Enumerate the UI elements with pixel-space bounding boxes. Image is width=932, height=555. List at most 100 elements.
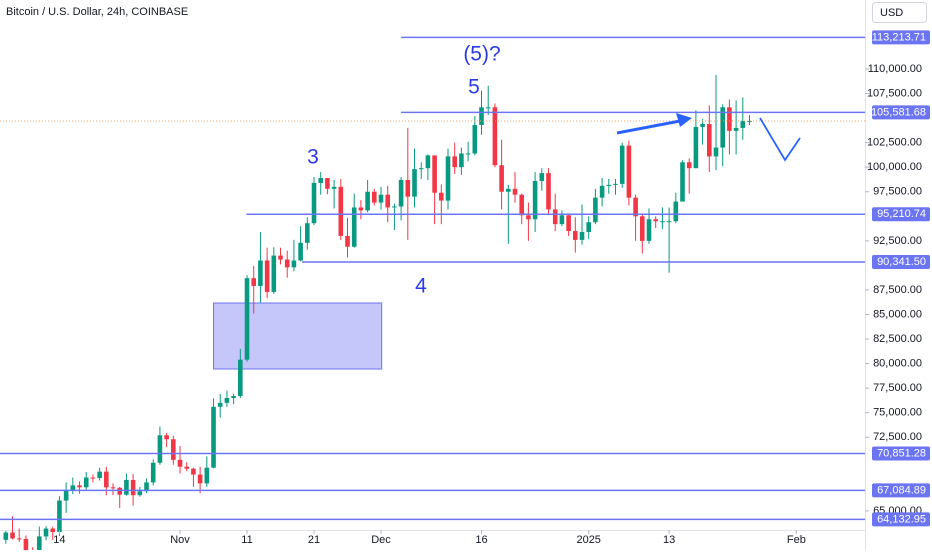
wave-label: 4 xyxy=(415,275,427,298)
candle-body xyxy=(586,222,592,233)
candle-body xyxy=(177,459,183,467)
candle-body xyxy=(445,156,451,201)
candle-body xyxy=(599,185,605,198)
y-tick-label: 110,000.00 xyxy=(868,63,922,75)
candle-body xyxy=(197,474,203,484)
candle-body xyxy=(485,107,491,109)
candle-body xyxy=(499,165,504,192)
candle-body xyxy=(593,197,598,223)
level-label: 95,210.74 xyxy=(877,208,926,220)
candle-body xyxy=(43,528,49,537)
candle-body xyxy=(305,223,310,243)
y-tick-label: 75,000.00 xyxy=(873,407,922,419)
x-tick-label: 16 xyxy=(475,534,487,546)
level-label-box xyxy=(872,255,930,270)
candle-body xyxy=(331,186,337,189)
candle-body xyxy=(392,206,397,208)
candle-body xyxy=(713,147,719,157)
candle-body xyxy=(83,477,89,488)
y-tick-label: 87,500.00 xyxy=(873,284,922,296)
y-tick-label: 92,500.00 xyxy=(873,235,922,247)
y-tick-label: 72,500.00 xyxy=(873,431,922,443)
projection-path xyxy=(759,117,801,162)
candle-body xyxy=(184,466,190,469)
candle-body xyxy=(459,153,464,168)
currency-button[interactable] xyxy=(872,2,927,23)
candle-body xyxy=(338,186,344,236)
candle-body xyxy=(412,169,417,197)
y-tick-label: 82,500.00 xyxy=(873,333,922,345)
candle-body xyxy=(660,221,665,223)
candle-body xyxy=(211,406,216,468)
y-tick-label: 107,500.00 xyxy=(867,87,922,99)
level-label-box xyxy=(872,446,930,461)
candle-body xyxy=(77,485,82,488)
level-label-box xyxy=(872,512,930,527)
candle-body xyxy=(452,156,458,168)
candle-body xyxy=(532,180,538,220)
plot-area xyxy=(0,74,865,555)
candle-body xyxy=(244,278,250,360)
candle-body xyxy=(418,168,424,170)
candle-body xyxy=(439,192,444,201)
candle-body xyxy=(345,235,350,247)
candle-body xyxy=(733,127,739,131)
y-tick-label: 102,500.00 xyxy=(867,137,922,149)
candle-body xyxy=(325,177,330,189)
candle-body xyxy=(539,173,545,181)
candle-body xyxy=(566,215,571,232)
candle-body xyxy=(238,359,243,397)
candle-body xyxy=(264,260,270,292)
candle-body xyxy=(137,491,143,496)
candle-body xyxy=(16,538,22,540)
arrow-head xyxy=(676,113,692,127)
candle-body xyxy=(157,435,163,463)
candle-body xyxy=(512,188,518,195)
candle-body xyxy=(546,173,551,210)
level-label: 105,581.68 xyxy=(871,106,926,118)
candle-body xyxy=(700,123,705,127)
arrow xyxy=(616,119,681,135)
candle-body xyxy=(626,145,632,198)
candle-body xyxy=(23,538,29,555)
candle-body xyxy=(63,490,69,501)
currency-label[interactable]: USD xyxy=(880,7,903,19)
candle-body xyxy=(50,528,56,533)
candle-body xyxy=(150,462,156,483)
level-label: 70,851.28 xyxy=(877,447,926,459)
candle-body xyxy=(231,396,236,398)
candle-body xyxy=(492,107,498,166)
x-tick-label: 13 xyxy=(663,534,675,546)
candle-body xyxy=(619,145,625,184)
candle-body xyxy=(573,231,578,240)
candle-body xyxy=(90,477,96,479)
candle-body xyxy=(385,194,391,208)
candle-body xyxy=(3,532,9,540)
level-label: 113,213.71 xyxy=(872,31,926,43)
wave-label: (5)? xyxy=(463,43,500,66)
candle-body xyxy=(405,179,411,197)
candle-body xyxy=(358,207,364,211)
candle-body xyxy=(171,439,176,460)
y-tick-label: 80,000.00 xyxy=(873,358,922,370)
candle-body xyxy=(640,216,645,241)
candle-body xyxy=(606,184,612,186)
candle-body xyxy=(130,479,136,496)
candle-body xyxy=(559,215,565,225)
candle-body xyxy=(298,242,303,261)
candle-body xyxy=(552,209,558,225)
candle-body xyxy=(284,259,290,268)
candle-body xyxy=(251,278,257,287)
candle-body xyxy=(727,107,732,131)
candle-body xyxy=(666,221,672,223)
candle-body xyxy=(740,121,746,128)
candle-body xyxy=(204,467,210,484)
candle-body xyxy=(720,107,725,148)
candle-body xyxy=(258,260,263,287)
candle-body xyxy=(526,215,531,220)
candle-body xyxy=(613,183,618,185)
candle-body xyxy=(10,532,15,539)
candle-body xyxy=(224,397,230,403)
